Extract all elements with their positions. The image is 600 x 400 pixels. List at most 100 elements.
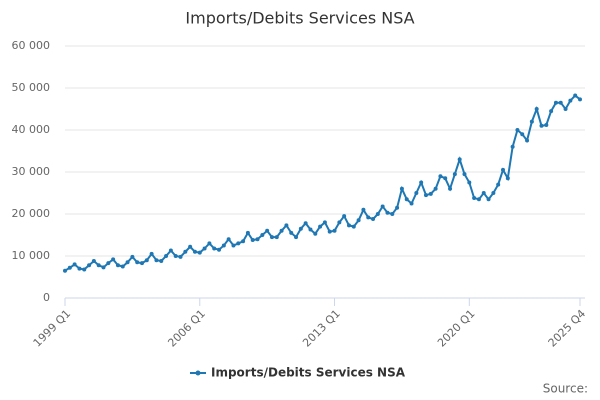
point [164,254,169,258]
point [510,144,515,149]
point [438,174,443,179]
y-tick-label: 50 000 [12,81,51,94]
point [303,221,308,226]
point [207,241,212,246]
point [183,249,188,254]
point [63,268,67,273]
x-tick-label: 2006 Q1 [165,307,208,350]
point [269,235,274,240]
point [553,100,558,105]
point [168,248,173,253]
point [106,261,111,266]
y-tick-label: 30 000 [12,165,51,178]
point [385,210,390,215]
point [433,186,438,191]
point [202,246,207,251]
point [125,260,130,265]
point [351,224,356,229]
point [337,220,342,225]
point [322,220,327,225]
point [491,191,496,195]
point [380,204,385,209]
point [140,261,145,266]
point [245,230,250,235]
point [476,197,481,202]
point [563,107,568,111]
point [77,266,82,271]
point [298,226,303,231]
point [173,254,178,258]
point [241,239,246,244]
point [558,100,563,105]
point [366,215,371,220]
point [404,197,409,202]
point [390,212,395,216]
point [87,263,92,268]
point [534,107,539,111]
point [231,243,236,248]
legend-marker [195,370,201,376]
point [313,231,318,236]
point [409,201,414,206]
point [423,193,428,198]
y-tick-label: 40 000 [12,123,51,136]
point [544,122,549,127]
point [346,223,351,228]
point [188,244,193,249]
point [395,205,400,210]
point [226,237,231,242]
chart-title: Imports/Debits Services NSA [185,9,414,28]
point [221,243,226,248]
point [115,263,120,268]
point [91,259,96,264]
legend-label: Imports/Debits Services NSA [211,366,406,380]
point [318,224,323,229]
point [419,180,424,185]
point [539,123,544,128]
x-tick-label: 2013 Q1 [300,307,343,350]
point [573,93,578,98]
point [274,235,279,240]
point [496,182,501,187]
point [120,264,125,269]
point [505,176,510,181]
point [111,257,116,262]
point [284,223,289,228]
point [289,230,294,235]
x-tick-label: 1999 Q1 [31,307,74,350]
point [236,241,241,246]
point [192,249,197,254]
point [159,259,164,264]
point [260,233,265,237]
point [361,207,366,212]
point [308,227,313,232]
point [197,250,202,255]
point [144,258,149,263]
point [467,180,472,185]
point [135,260,140,265]
point [462,172,467,177]
point [529,119,534,124]
point [481,191,486,195]
point [279,228,284,233]
point [154,258,159,263]
point [414,191,419,195]
point [294,235,299,240]
point [327,229,332,234]
point [568,98,573,103]
point [67,265,72,270]
point [578,97,582,102]
x-tick-label: 2025 Q4 [546,307,589,350]
point [472,196,477,201]
point [149,251,154,256]
point [448,186,453,191]
x-tick-label: 2020 Q1 [435,307,478,350]
y-tick-label: 0 [43,291,50,304]
point [72,262,77,267]
point [515,128,520,132]
point [178,254,183,259]
point [452,172,457,177]
point [375,212,380,216]
point [212,246,217,251]
